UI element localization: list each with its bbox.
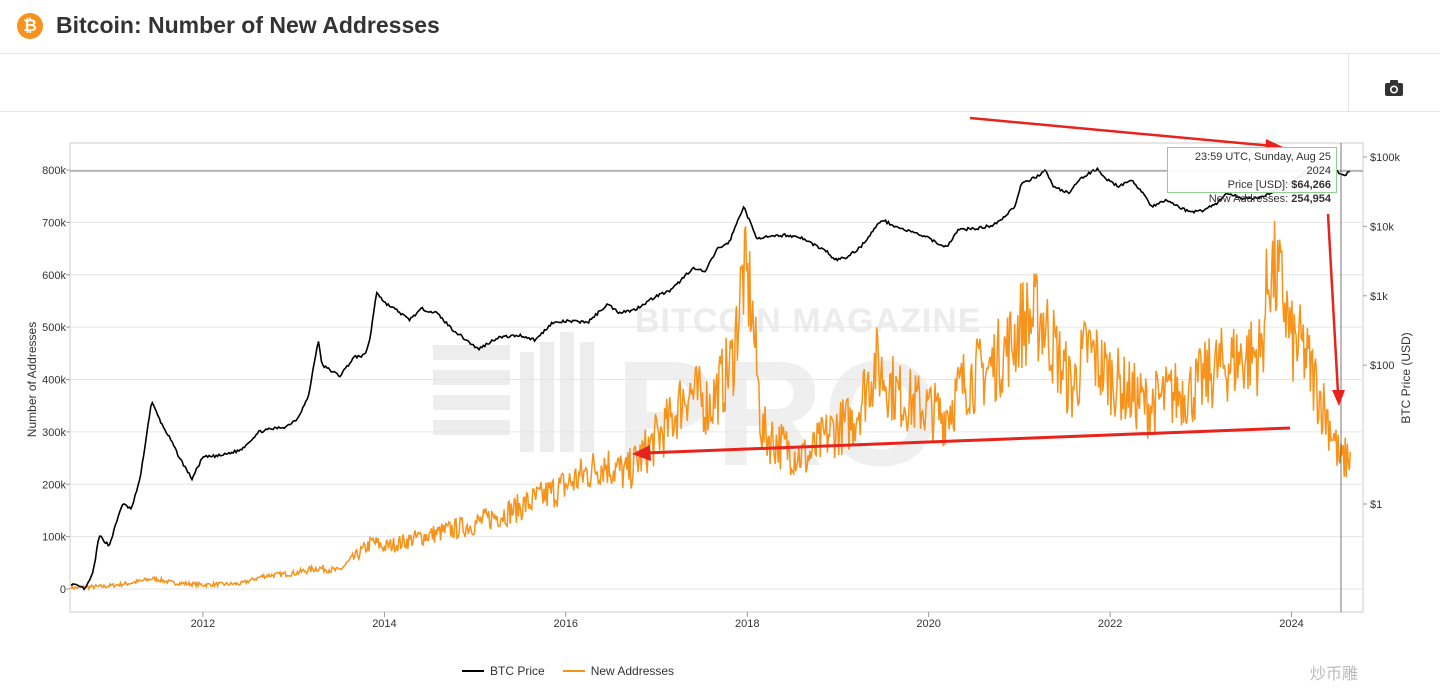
annotation-arrow-top (969, 116, 1273, 148)
left-axis-tick-label: 200k (42, 479, 66, 491)
left-axis-tick-label: 400k (42, 375, 66, 387)
chart-tooltip: 23:59 UTC, Sunday, Aug 25 2024 Price [US… (1167, 147, 1337, 205)
page-header: ₿ Bitcoin: Number of New Addresses (0, 0, 1440, 54)
right-axis-tick-label: $100k (1370, 152, 1400, 164)
tooltip-addresses-row: New Addresses: 254,954 (1173, 192, 1331, 206)
tooltip-addresses-label: New Addresses: (1208, 193, 1289, 205)
x-axis-tick-label: 2018 (735, 618, 759, 630)
left-axis-title: Number of Addresses (25, 322, 39, 437)
annotation-arrows (632, 116, 1345, 461)
toolbar-divider (1348, 54, 1349, 111)
bitcoin-logo-icon: ₿ (17, 13, 43, 39)
legend-swatch-btc-price (462, 670, 484, 672)
tooltip-price-value: $64,266 (1291, 179, 1331, 191)
x-axis-tick-label: 2016 (553, 618, 577, 630)
right-axis-tick-label: $1 (1370, 499, 1382, 511)
x-axis-tick-label: 2020 (916, 618, 940, 630)
left-axis-tick-label: 600k (42, 270, 66, 282)
tooltip-addresses-value: 254,954 (1291, 193, 1331, 205)
annotation-arrow-right (1326, 213, 1340, 394)
btc-price-series-line (70, 165, 1351, 591)
left-axis-tick-label: 500k (42, 322, 66, 334)
left-axis-tick-label: 0 (60, 584, 66, 596)
bitcoin-magazine-pro-watermark: BITCOIN MAGAZINE PRO (433, 302, 982, 497)
new-addresses-series-line (70, 220, 1352, 592)
corner-watermark: 炒币雕 (1310, 666, 1359, 683)
left-axis-tick-label: 300k (42, 427, 66, 439)
watermark-logo-icon (433, 332, 594, 452)
page-title: Bitcoin: Number of New Addresses (56, 12, 440, 38)
right-axis-tick-label: $100 (1370, 360, 1394, 372)
legend-label-btc-price: BTC Price (490, 664, 545, 678)
x-axis-tick-label: 2024 (1279, 618, 1303, 630)
left-axis-tick-label: 800k (42, 165, 66, 177)
annotation-arrow-horizontal (644, 426, 1291, 455)
legend-item-new-addresses[interactable]: New Addresses (562, 664, 675, 678)
camera-icon (1385, 80, 1403, 96)
right-axis-tick-label: $10k (1370, 221, 1394, 233)
legend-item-btc-price[interactable]: BTC Price (462, 664, 545, 678)
tooltip-price-row: Price [USD]: $64,266 (1173, 178, 1331, 192)
annotation-arrowhead-horizontal (632, 445, 651, 461)
plot-frame (69, 142, 1364, 613)
chart-legend: BTC Price New Addresses (462, 664, 674, 678)
x-axis-tick-label: 2014 (372, 618, 396, 630)
right-axis-title: BTC Price (USD) (1399, 332, 1413, 423)
legend-label-new-addresses: New Addresses (590, 664, 675, 678)
tooltip-price-label: Price [USD]: (1227, 179, 1289, 191)
left-axis-tick-label: 100k (42, 532, 66, 544)
right-axis-tick-label: $1k (1370, 291, 1388, 303)
watermark-brand-text: BITCOIN MAGAZINE (635, 302, 982, 340)
x-axis-tick-label: 2022 (1098, 618, 1122, 630)
legend-swatch-new-addresses (562, 670, 585, 672)
x-axis-tick-label: 2012 (191, 618, 215, 630)
camera-button[interactable] (1380, 76, 1408, 100)
chart-toolbar (0, 54, 1440, 112)
annotation-arrowhead-right (1332, 390, 1345, 406)
chart-svg: BITCOIN MAGAZINE PRO 0 100k 200k 300k 400k 50… (25, 116, 1413, 630)
left-axis-tick-label: 700k (42, 217, 66, 229)
tooltip-timestamp: 23:59 UTC, Sunday, Aug 25 2024 (1194, 151, 1331, 177)
